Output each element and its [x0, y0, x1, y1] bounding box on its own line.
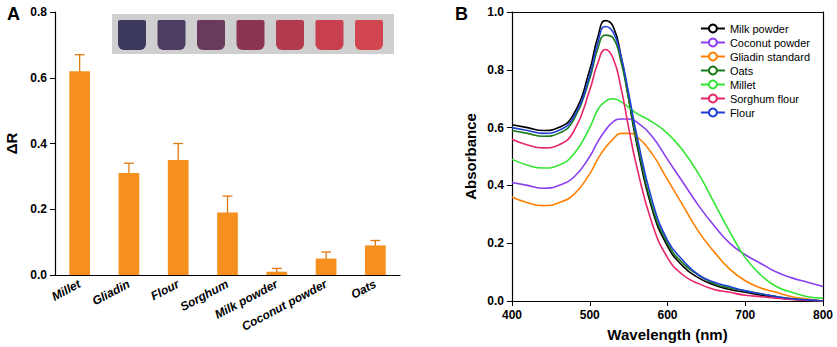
svg-text:Millet: Millet — [730, 79, 756, 91]
svg-text:0.4: 0.4 — [487, 178, 504, 192]
svg-text:Milk powder: Milk powder — [730, 23, 789, 35]
svg-text:800: 800 — [813, 308, 833, 322]
svg-text:Oats: Oats — [349, 277, 379, 302]
svg-text:Absorbance: Absorbance — [462, 113, 479, 200]
svg-text:Wavelength (nm): Wavelength (nm) — [607, 326, 727, 343]
svg-text:Flour: Flour — [730, 107, 755, 119]
svg-text:Oats: Oats — [730, 65, 754, 77]
svg-text:Sorghum: Sorghum — [177, 276, 231, 314]
svg-text:Gliadin: Gliadin — [90, 277, 132, 308]
svg-text:0.6: 0.6 — [30, 71, 47, 85]
svg-text:B: B — [455, 4, 468, 24]
svg-text:Millet: Millet — [49, 276, 84, 303]
svg-text:0.2: 0.2 — [487, 236, 504, 250]
svg-text:500: 500 — [580, 308, 600, 322]
svg-text:A: A — [7, 4, 20, 24]
svg-text:Sorghum flour: Sorghum flour — [730, 93, 799, 105]
svg-text:ΔR: ΔR — [3, 133, 20, 155]
svg-text:0.0: 0.0 — [30, 268, 47, 282]
svg-text:0.6: 0.6 — [487, 121, 504, 135]
svg-text:Milk powder: Milk powder — [212, 276, 281, 322]
svg-text:0.0: 0.0 — [487, 294, 504, 308]
svg-text:600: 600 — [657, 308, 677, 322]
svg-text:Gliadin standard: Gliadin standard — [730, 51, 810, 63]
svg-text:0.2: 0.2 — [30, 202, 47, 216]
svg-text:0.8: 0.8 — [30, 5, 47, 19]
svg-text:0.4: 0.4 — [30, 137, 47, 151]
svg-text:700: 700 — [735, 308, 755, 322]
svg-text:Coconut powder: Coconut powder — [239, 276, 330, 333]
svg-text:Flour: Flour — [148, 276, 182, 303]
svg-text:1.0: 1.0 — [487, 5, 504, 19]
svg-text:0.8: 0.8 — [487, 63, 504, 77]
svg-text:Coconut powder: Coconut powder — [730, 37, 810, 49]
svg-text:400: 400 — [502, 308, 522, 322]
